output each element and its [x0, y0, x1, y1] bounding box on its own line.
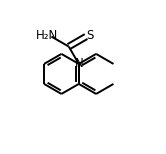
Text: S: S [86, 29, 93, 42]
Text: N: N [75, 57, 84, 70]
Text: H₂N: H₂N [35, 29, 58, 42]
